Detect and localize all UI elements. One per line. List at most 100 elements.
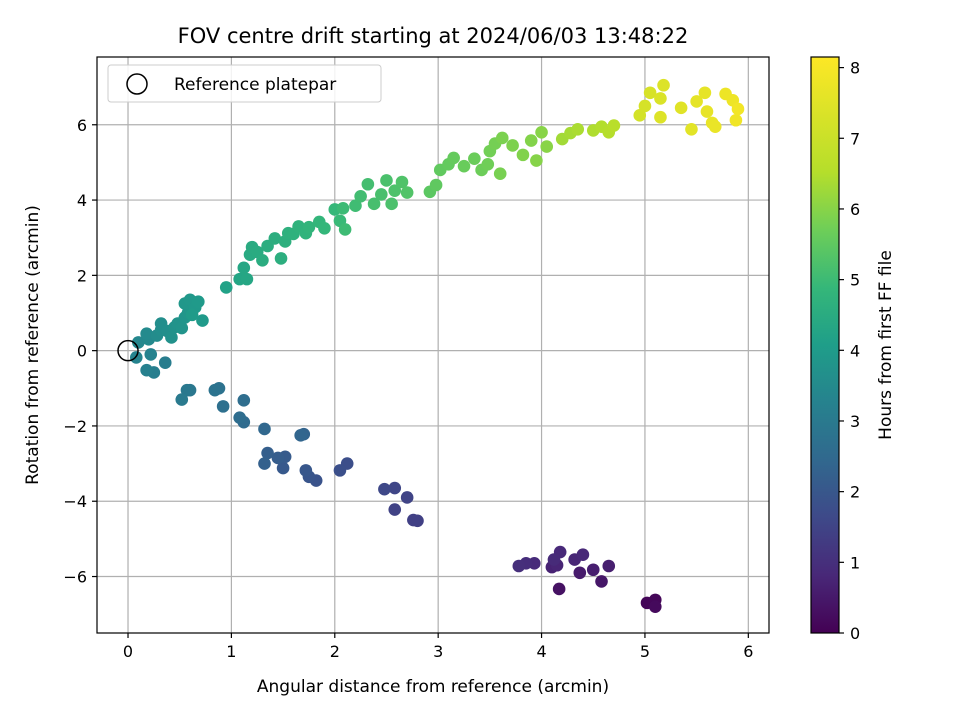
y-tick-label: 2 xyxy=(77,266,87,285)
data-point xyxy=(506,139,519,152)
data-point xyxy=(237,394,251,407)
data-point xyxy=(512,559,526,573)
x-tick-label: 5 xyxy=(640,642,650,661)
legend: Reference platepar xyxy=(107,64,382,103)
data-point xyxy=(185,308,199,322)
y-tick-label: 6 xyxy=(77,116,87,135)
data-point xyxy=(530,154,543,167)
colorbar-tick-label: 1 xyxy=(850,553,860,572)
data-point xyxy=(540,140,554,153)
data-point xyxy=(708,120,722,133)
data-point xyxy=(180,383,194,397)
data-point xyxy=(468,152,481,165)
colorbar-tick-label: 0 xyxy=(850,624,860,643)
grid xyxy=(97,57,769,633)
data-point xyxy=(407,513,420,527)
y-tick-label: 4 xyxy=(77,191,87,210)
data-point xyxy=(302,220,316,234)
data-point xyxy=(607,119,621,132)
data-point xyxy=(258,422,271,436)
data-point xyxy=(336,202,350,215)
data-point xyxy=(493,167,507,181)
data-point xyxy=(175,393,189,406)
data-point xyxy=(208,383,222,397)
data-point xyxy=(685,122,698,136)
data-point xyxy=(268,232,282,245)
x-tick-label: 0 xyxy=(123,642,133,661)
data-point xyxy=(400,491,414,504)
y-tick-label: 0 xyxy=(77,342,87,361)
x-tick-label: 1 xyxy=(226,642,236,661)
data-point xyxy=(447,151,460,165)
data-point xyxy=(375,188,388,201)
data-point xyxy=(595,575,608,588)
data-point xyxy=(216,400,230,413)
data-point xyxy=(552,582,566,596)
colorbar-tick-label: 3 xyxy=(850,412,860,431)
data-point xyxy=(378,482,391,496)
data-point xyxy=(237,261,251,275)
data-point xyxy=(729,113,743,127)
data-point xyxy=(144,348,158,361)
data-point xyxy=(524,134,538,147)
x-tick-label: 4 xyxy=(536,642,546,661)
legend-marker xyxy=(126,73,148,95)
y-tick-label: −4 xyxy=(63,492,87,511)
data-point xyxy=(175,321,189,335)
chart-title: FOV centre drift starting at 2024/06/03 … xyxy=(178,24,689,48)
colorbar-gradient xyxy=(811,57,839,633)
data-point xyxy=(633,109,647,122)
data-point xyxy=(333,464,347,477)
data-point xyxy=(354,189,367,203)
legend-box xyxy=(107,64,382,103)
data-point xyxy=(481,157,495,171)
x-axis-label: Angular distance from reference (arcmin) xyxy=(257,677,609,697)
colorbar-tick-label: 8 xyxy=(850,59,860,78)
colorbar-tick-label: 5 xyxy=(850,271,860,290)
data-point xyxy=(380,174,393,187)
data-point xyxy=(140,327,153,341)
data-point xyxy=(318,221,331,235)
data-point xyxy=(457,159,471,173)
data-point xyxy=(576,548,590,561)
data-point xyxy=(132,336,145,349)
y-tick-label: −6 xyxy=(63,568,87,587)
x-tick-label: 3 xyxy=(433,642,443,661)
colorbar-tick-label: 4 xyxy=(850,341,860,360)
data-point xyxy=(571,122,585,136)
colorbar: 0 1 2 3 4 5 6 7 8 Hours from first FF file xyxy=(810,56,896,643)
data-point xyxy=(654,92,667,105)
data-point xyxy=(385,197,398,211)
data-point xyxy=(602,559,616,573)
data-point xyxy=(158,356,172,369)
y-tick-label: −2 xyxy=(63,417,87,436)
data-point xyxy=(643,86,657,100)
data-point xyxy=(395,175,409,189)
data-point xyxy=(586,563,600,577)
data-point xyxy=(700,105,714,118)
colorbar-tick-label: 6 xyxy=(850,200,860,219)
data-point xyxy=(388,503,402,516)
data-point xyxy=(258,457,271,470)
data-point xyxy=(256,253,269,267)
colorbar-tick-label: 2 xyxy=(850,483,860,502)
axis-ticks: 0 1 2 3 4 5 6 −6 −4 −2 0 2 4 6 xyxy=(63,116,753,661)
data-point xyxy=(349,199,362,213)
data-point xyxy=(140,363,153,377)
data-point xyxy=(261,446,274,460)
data-point xyxy=(299,464,313,477)
x-tick-label: 6 xyxy=(743,642,753,661)
data-point xyxy=(276,461,290,475)
data-point xyxy=(367,197,381,211)
x-tick-label: 2 xyxy=(330,642,340,661)
plot-frame xyxy=(96,56,770,634)
data-point xyxy=(388,184,402,197)
y-axis-label: Rotation from reference (arcmin) xyxy=(23,205,43,485)
data-point xyxy=(654,110,667,124)
reference-platepar-marker xyxy=(117,339,139,362)
data-point xyxy=(573,566,587,580)
data-points xyxy=(129,78,745,613)
data-point xyxy=(294,429,307,442)
data-point xyxy=(535,125,548,139)
